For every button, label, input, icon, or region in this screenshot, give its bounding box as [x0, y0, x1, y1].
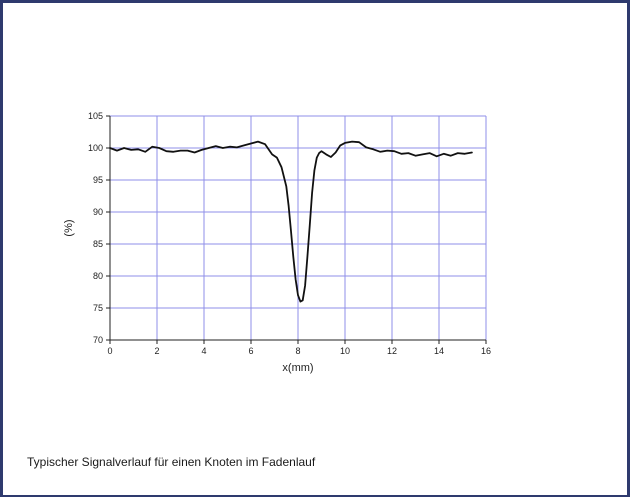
chart-series	[109, 140, 473, 303]
chart-ticks: 0 2 4 6 8 10 12 14 16 70 75 80 85 90 95 100 105	[88, 111, 491, 356]
y-axis-label: (%)	[63, 219, 75, 236]
y-tick-label: 100	[88, 143, 103, 153]
chart-grid	[110, 115, 487, 340]
y-tick-label: 75	[93, 303, 103, 313]
x-tick-label: 16	[481, 346, 491, 356]
y-tick-label: 70	[93, 335, 103, 345]
x-tick-label: 8	[295, 346, 300, 356]
x-tick-label: 12	[387, 346, 397, 356]
x-tick-label: 14	[434, 346, 444, 356]
y-tick-label: 105	[88, 111, 103, 121]
x-tick-label: 4	[201, 346, 206, 356]
signal-series-line	[109, 140, 473, 303]
y-tick-label: 80	[93, 271, 103, 281]
x-axis-label: x(mm)	[282, 362, 313, 374]
y-tick-label: 95	[93, 175, 103, 185]
figure-caption: Typischer Signalverlauf für einen Knoten…	[27, 455, 316, 469]
y-tick-label: 90	[93, 207, 103, 217]
x-tick-label: 10	[340, 346, 350, 356]
x-tick-label: 2	[154, 346, 159, 356]
y-tick-label: 85	[93, 239, 103, 249]
x-tick-label: 6	[248, 346, 253, 356]
x-tick-label: 0	[107, 346, 112, 356]
